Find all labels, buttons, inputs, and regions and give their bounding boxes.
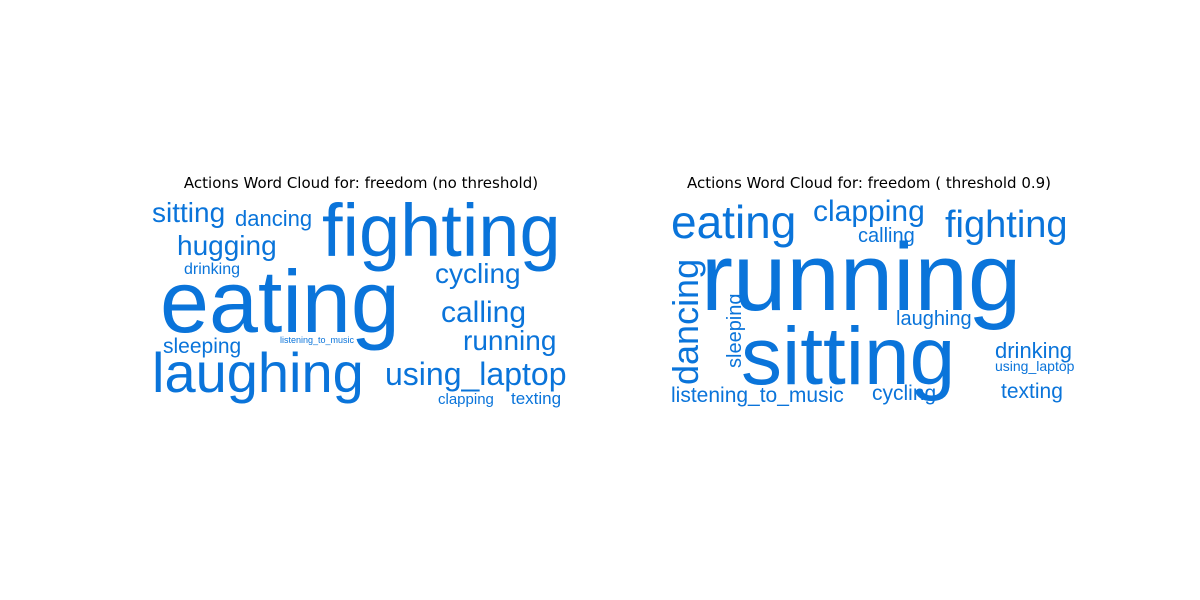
word-running: running <box>701 224 1021 331</box>
word-sitting: sitting <box>152 197 225 228</box>
chart-title-right: Actions Word Cloud for: freedom ( thresh… <box>686 174 1052 192</box>
word-clapping: clapping <box>813 195 925 228</box>
word-clapping: clapping <box>438 391 494 408</box>
word-texting: texting <box>511 389 561 408</box>
word-calling: calling <box>441 296 526 329</box>
chart-title-left: Actions Word Cloud for: freedom (no thre… <box>183 174 539 192</box>
word-running: running <box>463 325 556 356</box>
word-using-laptop: using_laptop <box>385 356 566 392</box>
word-listening-to-music: listening_to_music <box>671 384 844 407</box>
word-fighting: fighting <box>322 189 561 272</box>
word-sleeping: sleeping <box>724 293 746 368</box>
word-listening-to-music: listening_to_music <box>280 335 355 345</box>
word-drinking: drinking <box>995 338 1072 363</box>
word-sleeping: sleeping <box>163 335 241 358</box>
word-drinking: drinking <box>184 261 240 278</box>
word-dancing: dancing <box>665 259 706 385</box>
word-fighting: fighting <box>945 204 1068 246</box>
word-sitting: sitting <box>741 311 955 402</box>
word-hugging: hugging <box>177 230 277 261</box>
word-dancing: dancing <box>235 206 312 231</box>
word-texting: texting <box>1001 380 1063 403</box>
word-laughing: laughing <box>152 341 364 404</box>
word-using-laptop: using_laptop <box>995 358 1075 374</box>
word-laughing: laughing <box>896 308 972 330</box>
word-calling: calling <box>858 225 915 247</box>
word-eating: eating <box>160 252 400 351</box>
word-cycling: cycling <box>435 258 521 289</box>
word-cycling: cycling <box>872 382 936 405</box>
word-eating: eating <box>671 196 796 248</box>
